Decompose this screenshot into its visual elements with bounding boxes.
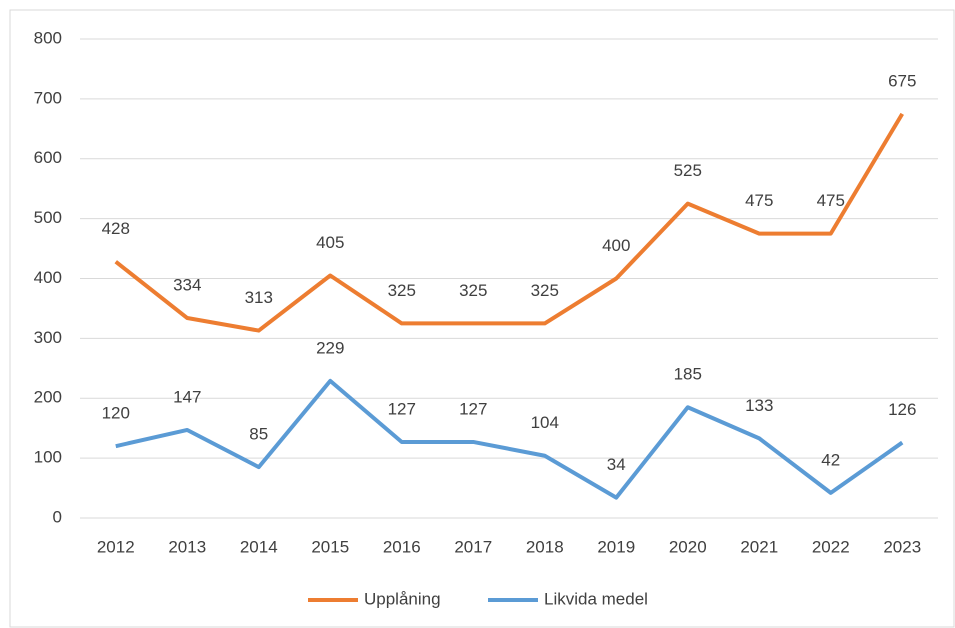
data-label: 475 — [745, 191, 773, 210]
x-tick-label: 2019 — [597, 537, 635, 556]
x-tick-label: 2018 — [526, 537, 564, 556]
x-tick-label: 2021 — [740, 537, 778, 556]
data-label: 34 — [607, 455, 626, 474]
x-tick-label: 2020 — [669, 537, 707, 556]
x-tick-label: 2016 — [383, 537, 421, 556]
data-label: 229 — [316, 338, 344, 357]
y-tick-label: 700 — [34, 88, 62, 107]
data-label: 334 — [173, 276, 201, 295]
x-tick-label: 2013 — [168, 537, 206, 556]
legend-label: Upplåning — [364, 589, 441, 608]
data-label: 133 — [745, 396, 773, 415]
data-label: 85 — [249, 425, 268, 444]
x-tick-label: 2012 — [97, 537, 135, 556]
y-tick-label: 800 — [34, 28, 62, 47]
y-tick-label: 600 — [34, 148, 62, 167]
data-label: 525 — [674, 161, 702, 180]
data-label: 325 — [531, 281, 559, 300]
y-tick-label: 0 — [53, 507, 62, 526]
data-label: 104 — [531, 413, 559, 432]
series-line — [115, 378, 904, 500]
x-tick-label: 2022 — [812, 537, 850, 556]
data-label: 127 — [459, 399, 487, 418]
data-label: 325 — [388, 281, 416, 300]
x-tick-label: 2017 — [454, 537, 492, 556]
series-line — [114, 112, 904, 333]
data-label: 313 — [245, 288, 273, 307]
data-label: 126 — [888, 400, 916, 419]
data-label: 147 — [173, 387, 201, 406]
data-label: 675 — [888, 71, 916, 90]
data-label: 400 — [602, 236, 630, 255]
data-label: 405 — [316, 233, 344, 252]
y-tick-label: 300 — [34, 328, 62, 347]
data-label: 127 — [388, 399, 416, 418]
data-label: 120 — [102, 404, 130, 423]
data-label: 428 — [102, 219, 130, 238]
x-tick-label: 2014 — [240, 537, 278, 556]
y-tick-label: 400 — [34, 268, 62, 287]
data-label: 185 — [674, 365, 702, 384]
y-tick-label: 100 — [34, 448, 62, 467]
x-tick-label: 2015 — [311, 537, 349, 556]
data-label: 42 — [821, 450, 840, 469]
chart-frame — [9, 9, 955, 628]
data-label: 475 — [817, 191, 845, 210]
x-tick-label: 2023 — [883, 537, 921, 556]
y-tick-label: 500 — [34, 208, 62, 227]
data-label: 325 — [459, 281, 487, 300]
legend-label: Likvida medel — [544, 589, 648, 608]
y-tick-label: 200 — [34, 388, 62, 407]
